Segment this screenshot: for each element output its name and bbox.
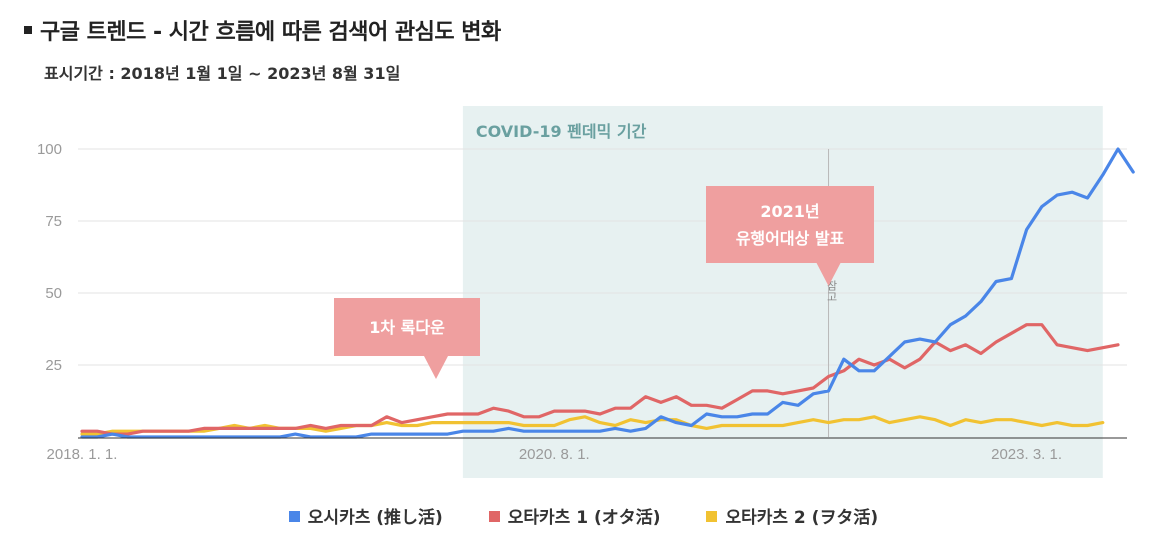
legend-item-oshi: 오시카츠 (推し活) bbox=[288, 503, 443, 528]
title-bullet-icon bbox=[24, 26, 32, 34]
legend-label-ota2: 오타카츠 2 (ヲタ活) bbox=[725, 508, 879, 528]
page-title-text: 구글 트렌드 - 시간 흐름에 따른 검색어 관심도 변화 bbox=[40, 20, 501, 45]
y-tick-label-50: 50 bbox=[45, 285, 62, 302]
y-tick-label-25: 25 bbox=[45, 357, 62, 374]
lockdown-callout-shape bbox=[334, 298, 480, 379]
buzzword-callout-line1: 2021년 bbox=[760, 202, 819, 221]
pandemic-band bbox=[462, 106, 1103, 478]
x-tick-label-1: 2020. 8. 1. bbox=[519, 446, 590, 463]
lockdown-callout: 1차 록다운 bbox=[334, 298, 480, 379]
legend-item-ota1: 오타카츠 1 (オタ活) bbox=[488, 503, 661, 528]
x-axis-ticks: 2018. 1. 1. 2020. 8. 1. 2023. 3. 1. bbox=[47, 446, 1062, 463]
buzzword-callout-shape bbox=[706, 186, 874, 286]
y-tick-label-100: 100 bbox=[37, 141, 62, 158]
series-line-oshi bbox=[80, 147, 1135, 439]
gridlines bbox=[78, 148, 1127, 366]
legend-label-ota1: 오타카츠 1 (オタ活) bbox=[507, 508, 661, 528]
buzzword-callout: 2021년 유행어대상 발표 bbox=[706, 186, 874, 286]
page-subtitle: 표시기간 : 2018년 1월 1일 ~ 2023년 8월 31일 bbox=[44, 64, 401, 83]
legend-swatch-ota2 bbox=[706, 510, 718, 522]
x-tick-label-0: 2018. 1. 1. bbox=[47, 446, 118, 463]
legend-swatch-oshi bbox=[288, 510, 300, 522]
y-axis-ticks: 25 50 75 100 bbox=[37, 141, 62, 374]
lockdown-callout-label: 1차 록다운 bbox=[369, 318, 445, 337]
page-title: 구글 트렌드 - 시간 흐름에 따른 검색어 관심도 변화 bbox=[24, 14, 501, 46]
y-tick-label-75: 75 bbox=[45, 213, 62, 230]
legend-swatch-ota1 bbox=[488, 510, 500, 522]
chart-legend: 오시카츠 (推し活) 오타카츠 1 (オタ活) 오타카츠 2 (ヲタ活) bbox=[0, 503, 1167, 528]
buzzword-callout-line2: 유행어대상 발표 bbox=[736, 229, 845, 248]
pandemic-label: COVID-19 펜데믹 기간 bbox=[476, 122, 647, 141]
series-lines bbox=[80, 147, 1135, 439]
series-line-ota1 bbox=[80, 323, 1120, 436]
legend-label-oshi: 오시카츠 (推し活) bbox=[307, 508, 443, 528]
legend-item-ota2: 오타카츠 2 (ヲタ活) bbox=[706, 503, 878, 528]
x-tick-label-2: 2023. 3. 1. bbox=[991, 446, 1062, 463]
